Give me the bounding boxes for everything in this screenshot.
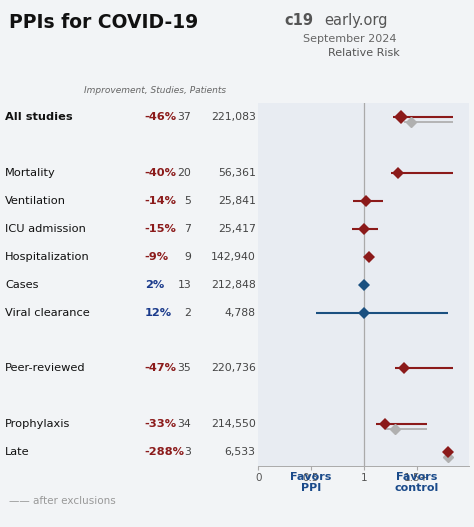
Text: 2%: 2% — [145, 280, 164, 289]
Text: 25,417: 25,417 — [218, 223, 256, 233]
Text: -47%: -47% — [145, 364, 177, 374]
Text: 9: 9 — [184, 251, 191, 261]
Text: Improvement, Studies, Patients: Improvement, Studies, Patients — [84, 86, 226, 95]
Text: -46%: -46% — [145, 112, 177, 122]
Text: September 2024: September 2024 — [303, 34, 397, 44]
Text: 142,940: 142,940 — [211, 251, 256, 261]
Text: -14%: -14% — [145, 196, 177, 206]
Text: 56,361: 56,361 — [218, 168, 256, 178]
Text: Mortality: Mortality — [5, 168, 56, 178]
Text: Hospitalization: Hospitalization — [5, 251, 90, 261]
Text: Cases: Cases — [5, 280, 39, 289]
Text: 4,788: 4,788 — [225, 308, 256, 318]
Text: —— after exclusions: —— after exclusions — [9, 496, 116, 506]
Text: -33%: -33% — [145, 419, 177, 430]
Text: 12%: 12% — [145, 308, 172, 318]
Text: 25,841: 25,841 — [218, 196, 256, 206]
Text: -15%: -15% — [145, 223, 176, 233]
Text: -40%: -40% — [145, 168, 177, 178]
Text: 7: 7 — [184, 223, 191, 233]
Text: Prophylaxis: Prophylaxis — [5, 419, 71, 430]
Text: 212,848: 212,848 — [211, 280, 256, 289]
Text: early.org: early.org — [325, 13, 388, 28]
Text: 220,736: 220,736 — [211, 364, 256, 374]
Text: 6,533: 6,533 — [225, 447, 256, 457]
Text: Viral clearance: Viral clearance — [5, 308, 90, 318]
Text: 221,083: 221,083 — [211, 112, 256, 122]
Text: 20: 20 — [177, 168, 191, 178]
Text: PPIs for COVID-19: PPIs for COVID-19 — [9, 13, 199, 32]
Text: 35: 35 — [177, 364, 191, 374]
Text: -9%: -9% — [145, 251, 169, 261]
Text: Late: Late — [5, 447, 30, 457]
Text: Relative Risk: Relative Risk — [328, 48, 400, 58]
Text: 13: 13 — [177, 280, 191, 289]
Text: c19: c19 — [284, 13, 313, 28]
Text: -288%: -288% — [145, 447, 185, 457]
Text: 34: 34 — [177, 419, 191, 430]
Text: Favors
PPI: Favors PPI — [291, 472, 332, 493]
Text: ICU admission: ICU admission — [5, 223, 86, 233]
Text: 3: 3 — [184, 447, 191, 457]
Text: Ventilation: Ventilation — [5, 196, 66, 206]
Text: 37: 37 — [177, 112, 191, 122]
Text: Favors
control: Favors control — [394, 472, 438, 493]
Text: 2: 2 — [184, 308, 191, 318]
Text: Peer-reviewed: Peer-reviewed — [5, 364, 86, 374]
Text: All studies: All studies — [5, 112, 73, 122]
Text: 214,550: 214,550 — [211, 419, 256, 430]
Text: 5: 5 — [184, 196, 191, 206]
